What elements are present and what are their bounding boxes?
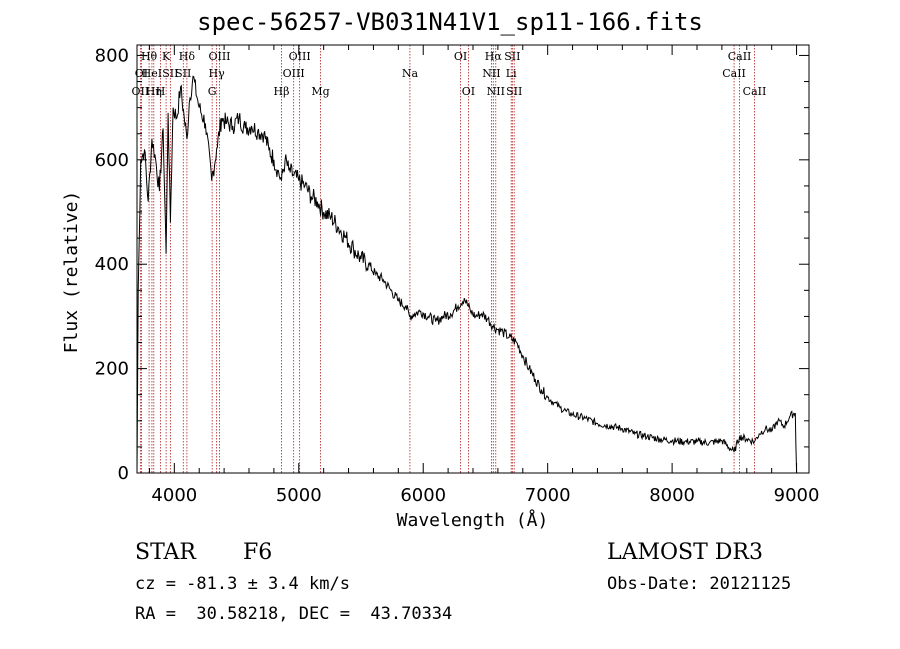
plot-frame	[136, 44, 810, 474]
spectral-line-markers	[139, 45, 755, 473]
line-label-2: Hθ	[141, 50, 158, 63]
y-axis-label: Flux (relative)	[60, 190, 82, 354]
line-label-16: Mg	[311, 85, 329, 98]
x-axis-label: Wavelength (Å)	[396, 510, 549, 531]
y-axis-ticks: 0 200 400 600 800	[95, 45, 809, 484]
line-label-11: Hγ	[209, 67, 226, 80]
obs-date: Obs-Date: 20121125	[607, 574, 792, 594]
x-tick-label: 7000	[525, 485, 571, 506]
line-label-21: Hα	[485, 50, 503, 63]
y-tick-label: 400	[95, 254, 129, 275]
line-label-9: Hδ	[179, 50, 196, 63]
line-label-20: NII	[482, 67, 500, 80]
y-tick-label: 0	[118, 463, 129, 484]
chart-title: spec-56257-VB031N41V1_sp11-166.fits	[197, 8, 703, 36]
line-label-12: OIII	[208, 50, 230, 63]
flux-series-line	[136, 75, 798, 474]
line-label-10: G	[208, 85, 217, 98]
line-label-22: NII	[487, 85, 505, 98]
line-label-14: OIII	[283, 67, 305, 80]
redshift-cz: cz = -81.3 ± 3.4 km/s	[135, 574, 350, 594]
spectral-line-labels: OIIOIHθHηHeIHKSIISIIHδGHγOIIIHβOIIIOIIIM…	[132, 50, 767, 98]
line-label-27: CaII	[728, 50, 752, 63]
line-label-19: OI	[462, 85, 475, 98]
y-tick-label: 200	[95, 359, 129, 380]
survey-name: LAMOST DR3	[607, 540, 763, 565]
line-label-18: OI	[454, 50, 467, 63]
x-tick-label: 9000	[774, 485, 820, 506]
x-tick-label: 5000	[276, 485, 322, 506]
x-tick-label: 8000	[649, 485, 695, 506]
x-axis-ticks: 4000 5000 6000 7000 8000 9000	[148, 45, 820, 506]
line-label-0: OII	[132, 85, 150, 98]
line-label-4: HeI	[142, 67, 162, 80]
line-label-17: Na	[402, 67, 419, 80]
object-class: STAR	[135, 540, 196, 565]
x-tick-label: 6000	[400, 485, 446, 506]
coordinates: RA = 30.58218, DEC = 43.70334	[135, 604, 453, 624]
line-label-25: SII	[506, 85, 522, 98]
line-label-5: H	[156, 85, 166, 98]
line-label-15: OIII	[289, 50, 311, 63]
line-label-13: Hβ	[274, 85, 290, 98]
line-label-7: SII	[162, 67, 178, 80]
line-label-8: SII	[175, 67, 191, 80]
y-tick-label: 600	[95, 150, 129, 171]
x-tick-label: 4000	[151, 485, 197, 506]
line-label-1: OI	[135, 67, 148, 80]
line-label-26: CaII	[722, 67, 746, 80]
y-tick-label: 800	[95, 45, 129, 66]
line-label-3: Hη	[146, 85, 162, 98]
line-label-23: Li	[506, 67, 517, 80]
line-label-6: K	[162, 50, 171, 63]
line-label-28: CaII	[743, 85, 767, 98]
line-label-24: SII	[504, 50, 520, 63]
object-subclass: F6	[243, 540, 273, 565]
